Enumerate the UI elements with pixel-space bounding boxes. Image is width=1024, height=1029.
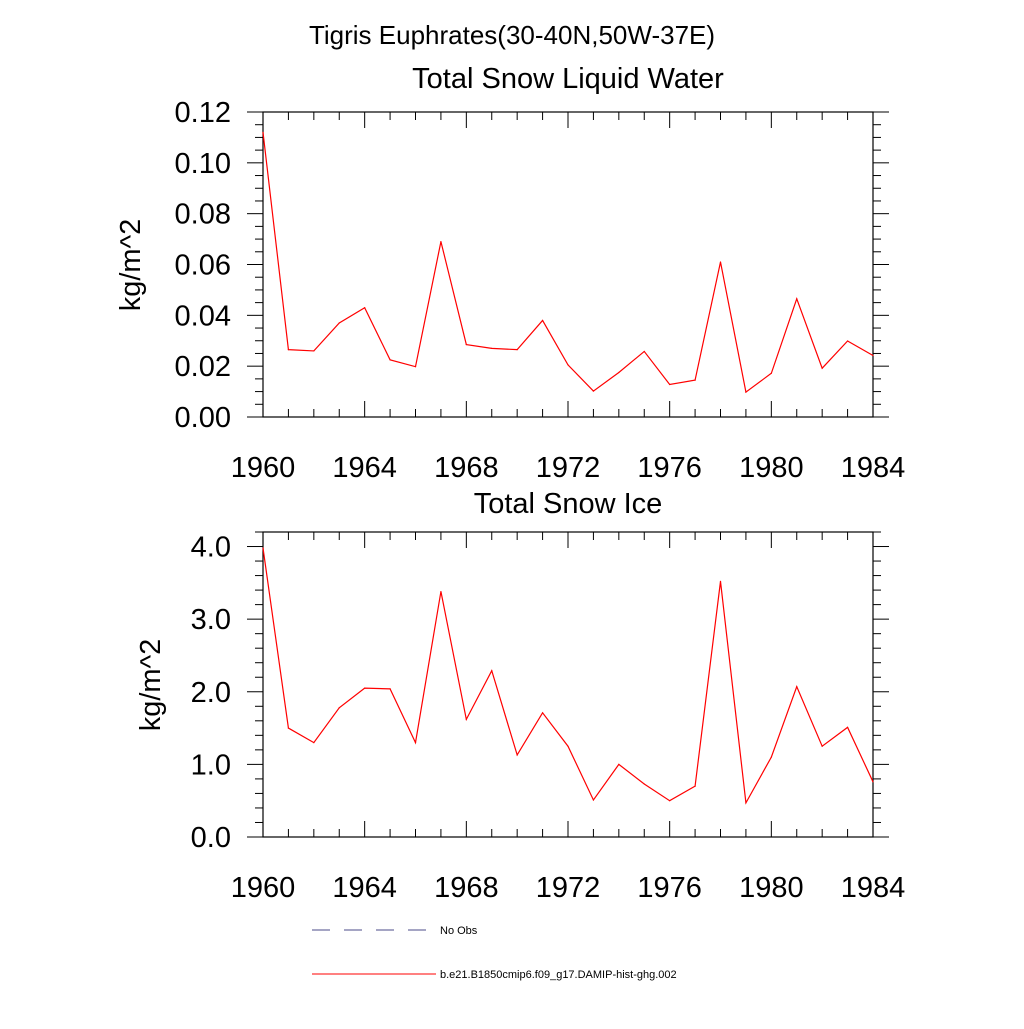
y-tick-label: 0.06 xyxy=(175,250,231,282)
data-point xyxy=(846,726,849,728)
data-point xyxy=(592,390,595,392)
data-point xyxy=(491,347,493,349)
y-tick-label: 3.0 xyxy=(191,604,231,636)
data-point xyxy=(440,590,442,593)
data-point xyxy=(719,580,722,582)
data-point xyxy=(414,741,417,744)
data-point xyxy=(465,718,467,720)
data-point xyxy=(287,349,290,351)
x-tick-label: 1984 xyxy=(841,452,906,484)
data-point xyxy=(567,745,569,747)
y-tick-label: 0.00 xyxy=(175,402,231,434)
legend: No Obs b.e21.B1850cmip6.f09_g17.DAMIP-his… xyxy=(312,925,677,981)
data-point xyxy=(465,343,467,346)
x-tick-label: 1976 xyxy=(637,872,702,904)
data-point xyxy=(719,261,722,263)
x-tick-label: 1964 xyxy=(332,452,397,484)
x-tick-label: 1976 xyxy=(637,452,702,484)
series-line-1 xyxy=(262,132,874,394)
data-point xyxy=(821,367,823,369)
data-point xyxy=(694,785,696,787)
data-point xyxy=(770,756,772,758)
data-point xyxy=(745,802,747,804)
data-point xyxy=(313,741,315,744)
y-tick-label: 4.0 xyxy=(191,532,231,564)
data-point xyxy=(592,799,595,801)
data-point xyxy=(491,670,493,672)
data-point xyxy=(338,322,340,324)
data-point xyxy=(516,754,518,756)
data-point xyxy=(440,241,442,243)
data-point xyxy=(541,319,544,322)
y-tick-label: 0.0 xyxy=(191,822,231,854)
data-point xyxy=(262,131,264,133)
chart-title: Total Snow Ice xyxy=(474,488,663,520)
data-point xyxy=(821,745,823,747)
legend-item: No Obs xyxy=(312,925,478,937)
x-tick-label: 1984 xyxy=(841,872,906,904)
y-tick-label: 0.08 xyxy=(175,199,231,231)
data-point xyxy=(872,781,874,783)
data-point xyxy=(770,372,772,374)
data-point xyxy=(796,298,798,300)
data-point xyxy=(389,688,391,690)
plot-frame xyxy=(262,111,874,418)
y-axis-label: kg/m^2 xyxy=(115,219,147,312)
data-point xyxy=(669,383,671,386)
x-tick-label: 1960 xyxy=(231,452,296,484)
series-line-1 xyxy=(262,547,874,805)
x-tick-label: 1980 xyxy=(739,452,804,484)
data-point xyxy=(643,350,645,353)
data-point xyxy=(313,350,315,352)
data-point xyxy=(872,354,874,357)
data-point xyxy=(694,379,696,381)
data-point xyxy=(618,371,620,374)
x-tick-label: 1980 xyxy=(739,872,804,904)
chart-title: Total Snow Liquid Water xyxy=(412,63,724,95)
x-tick-label: 1972 xyxy=(536,452,601,484)
y-tick-label: 0.10 xyxy=(175,148,231,180)
data-point xyxy=(364,307,366,309)
data-point xyxy=(541,712,544,714)
data-point xyxy=(364,687,366,689)
data-point xyxy=(643,783,645,785)
x-tick-label: 1968 xyxy=(434,872,499,904)
data-point xyxy=(287,727,290,729)
legend-item: b.e21.B1850cmip6.f09_g17.DAMIP-hist-ghg.… xyxy=(312,969,677,981)
data-point xyxy=(669,800,671,802)
x-tick-label: 1972 xyxy=(536,872,601,904)
x-tick-label: 1964 xyxy=(332,872,397,904)
data-point xyxy=(414,366,417,368)
legend-label: b.e21.B1850cmip6.f09_g17.DAMIP-hist-ghg.… xyxy=(440,969,677,981)
data-point xyxy=(745,391,747,393)
chart-panel-1: Total Snow Liquid Water 1960 1964 1968 1972 1… xyxy=(115,63,905,484)
y-tick-label: 2.0 xyxy=(191,677,231,709)
legend-label: No Obs xyxy=(440,925,478,937)
y-tick-label: 0.04 xyxy=(175,300,231,332)
y-axis-label: kg/m^2 xyxy=(135,639,167,732)
data-point xyxy=(262,547,264,549)
plot-frame xyxy=(262,531,874,838)
data-point xyxy=(618,763,620,765)
data-point xyxy=(846,340,849,342)
data-point xyxy=(338,707,340,709)
x-tick-label: 1968 xyxy=(434,452,499,484)
y-tick-label: 1.0 xyxy=(191,749,231,781)
data-point xyxy=(796,686,798,688)
data-point xyxy=(389,359,391,361)
x-tick-label: 1960 xyxy=(231,872,296,904)
figure-title: Tigris Euphrates(30-40N,50W-37E) xyxy=(309,20,715,50)
data-point xyxy=(567,364,569,366)
y-tick-label: 0.12 xyxy=(175,97,231,129)
y-tick-label: 0.02 xyxy=(175,351,231,383)
chart-panel-2: Total Snow Ice 1960 1964 1968 1972 1976 1980 19… xyxy=(135,488,905,904)
data-point xyxy=(516,349,518,351)
